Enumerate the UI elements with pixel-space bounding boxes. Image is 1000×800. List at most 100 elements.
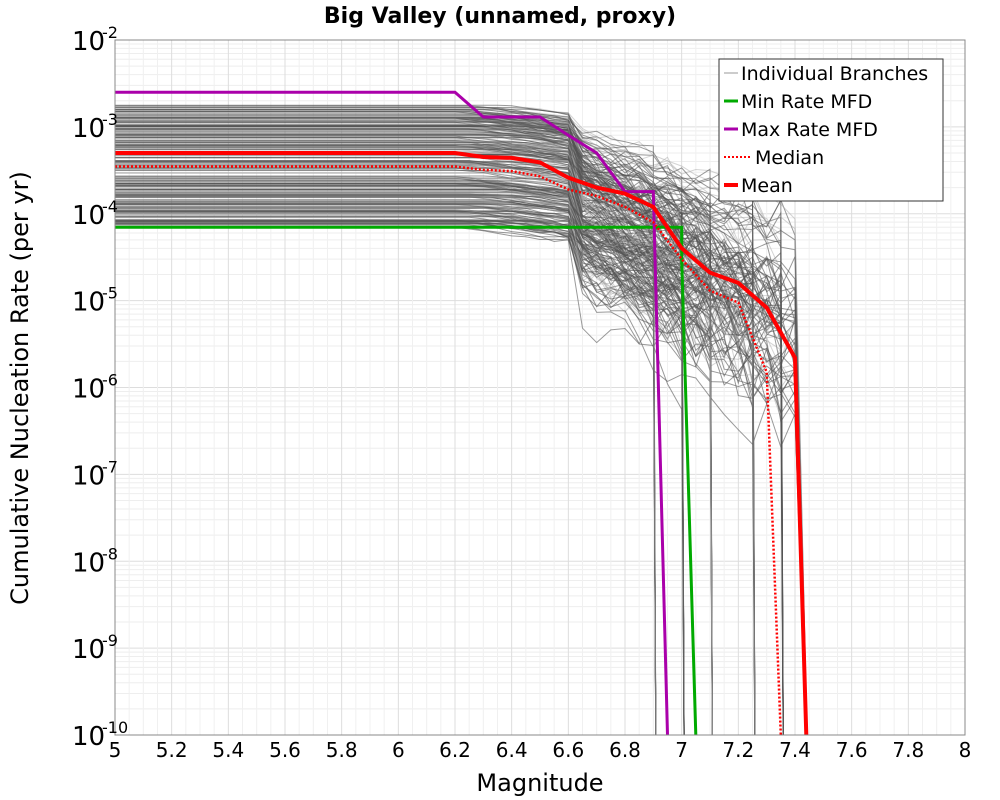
series-lines	[115, 90, 809, 735]
chart-title: Big Valley (unnamed, proxy)	[324, 4, 676, 29]
legend-label-branches: Individual Branches	[741, 63, 928, 85]
legend: Individual Branches Min Rate MFD Max Rat…	[718, 58, 944, 202]
y-tick-exponent: -10	[102, 718, 128, 737]
branch-line	[115, 218, 657, 735]
y-tick-exponent: -2	[102, 23, 118, 42]
branch-line	[115, 215, 713, 735]
branch-line	[115, 120, 808, 735]
x-tick-label: 7.2	[722, 738, 754, 762]
branch-line	[115, 180, 657, 735]
y-tick-exponent: -3	[102, 110, 118, 129]
branch-line	[115, 196, 807, 735]
branch-line	[115, 128, 756, 735]
branch-line	[115, 179, 713, 735]
individual-branches	[115, 104, 808, 735]
x-tick-label: 5.8	[326, 738, 358, 762]
x-tick-label: 8	[959, 738, 972, 762]
branch-line	[115, 126, 808, 735]
branch-line	[115, 194, 657, 735]
branch-line	[115, 156, 756, 735]
branch-line	[115, 133, 713, 735]
x-tick-label: 6.2	[439, 738, 471, 762]
y-tick-label: 10	[72, 722, 105, 752]
branch-line	[115, 206, 657, 735]
y-tick-label: 10	[72, 27, 105, 57]
mean-line	[115, 151, 809, 735]
branch-line	[115, 143, 808, 735]
plot-frame	[114, 39, 966, 736]
x-axis-ticks: 5 5.2 5.4 5.6 5.8 6 6.2 6.4 6.6 6.8 7 7.2 7.4 7.6 7.8 8	[109, 738, 972, 762]
branch-line	[115, 117, 808, 735]
max-rate-mfd-line	[115, 90, 669, 735]
branch-line	[115, 201, 657, 735]
legend-label-min-rate: Min Rate MFD	[741, 91, 872, 113]
branch-line	[115, 220, 808, 735]
y-tick-exponent: -7	[102, 457, 118, 476]
branch-line	[115, 178, 657, 735]
branch-line	[115, 220, 807, 735]
branch-line	[115, 224, 756, 735]
y-axis-ticks: 10-210-310-410-510-610-710-810-910-10	[72, 23, 128, 752]
x-tick-label: 5.4	[212, 738, 244, 762]
x-tick-label: 5	[109, 738, 122, 762]
x-tick-label: 6	[392, 738, 405, 762]
branch-line	[115, 130, 756, 735]
x-tick-label: 5.6	[269, 738, 301, 762]
y-tick-exponent: -9	[102, 631, 118, 650]
y-tick-label: 10	[72, 375, 105, 405]
branch-line	[115, 147, 713, 735]
branch-line	[115, 129, 756, 735]
legend-box	[718, 58, 944, 202]
branch-line	[115, 105, 685, 735]
y-axis-label: Cumulative Nucleation Rate (per yr)	[6, 171, 34, 605]
branch-line	[115, 183, 713, 735]
y-tick-label: 10	[72, 548, 105, 578]
x-tick-label: 7	[675, 738, 688, 762]
legend-label-median: Median	[755, 147, 824, 169]
branch-line	[115, 211, 807, 735]
y-tick-exponent: -5	[102, 284, 118, 303]
branch-line	[115, 178, 657, 735]
median-line	[115, 165, 783, 735]
x-axis-label: Magnitude	[476, 769, 603, 797]
branch-line	[115, 214, 808, 735]
y-tick-label: 10	[72, 201, 105, 231]
x-tick-label: 7.8	[892, 738, 924, 762]
branch-line	[115, 210, 685, 735]
branch-line	[115, 210, 807, 735]
branch-line	[115, 176, 685, 735]
branch-line	[115, 122, 756, 735]
branch-line	[115, 210, 657, 735]
branch-line	[115, 115, 808, 735]
branch-line	[115, 107, 756, 735]
x-tick-label: 5.2	[156, 738, 188, 762]
branch-line	[115, 199, 713, 735]
branch-line	[115, 219, 756, 735]
min-rate-mfd-line	[115, 225, 698, 735]
y-tick-exponent: -8	[102, 544, 118, 563]
branch-line	[115, 220, 657, 735]
branch-line	[115, 224, 713, 735]
legend-label-max-rate: Max Rate MFD	[741, 119, 878, 141]
x-tick-label: 7.6	[836, 738, 868, 762]
branch-line	[115, 204, 756, 735]
branch-line	[115, 195, 657, 735]
y-tick-label: 10	[72, 114, 105, 144]
y-tick-label: 10	[72, 461, 105, 491]
x-tick-label: 6.8	[609, 738, 641, 762]
x-tick-label: 6.6	[552, 738, 584, 762]
y-tick-label: 10	[72, 288, 105, 318]
branch-line	[115, 114, 713, 735]
branch-line	[115, 148, 784, 735]
branch-line	[115, 162, 713, 735]
y-tick-exponent: -6	[102, 371, 118, 390]
y-tick-exponent: -4	[102, 197, 118, 216]
branch-line	[115, 112, 713, 735]
branch-line	[115, 165, 808, 735]
branch-line	[115, 141, 657, 735]
branch-line	[115, 164, 808, 735]
legend-label-mean: Mean	[741, 175, 793, 197]
x-tick-label: 7.4	[779, 738, 811, 762]
x-tick-label: 6.4	[496, 738, 528, 762]
branch-line	[115, 170, 685, 735]
